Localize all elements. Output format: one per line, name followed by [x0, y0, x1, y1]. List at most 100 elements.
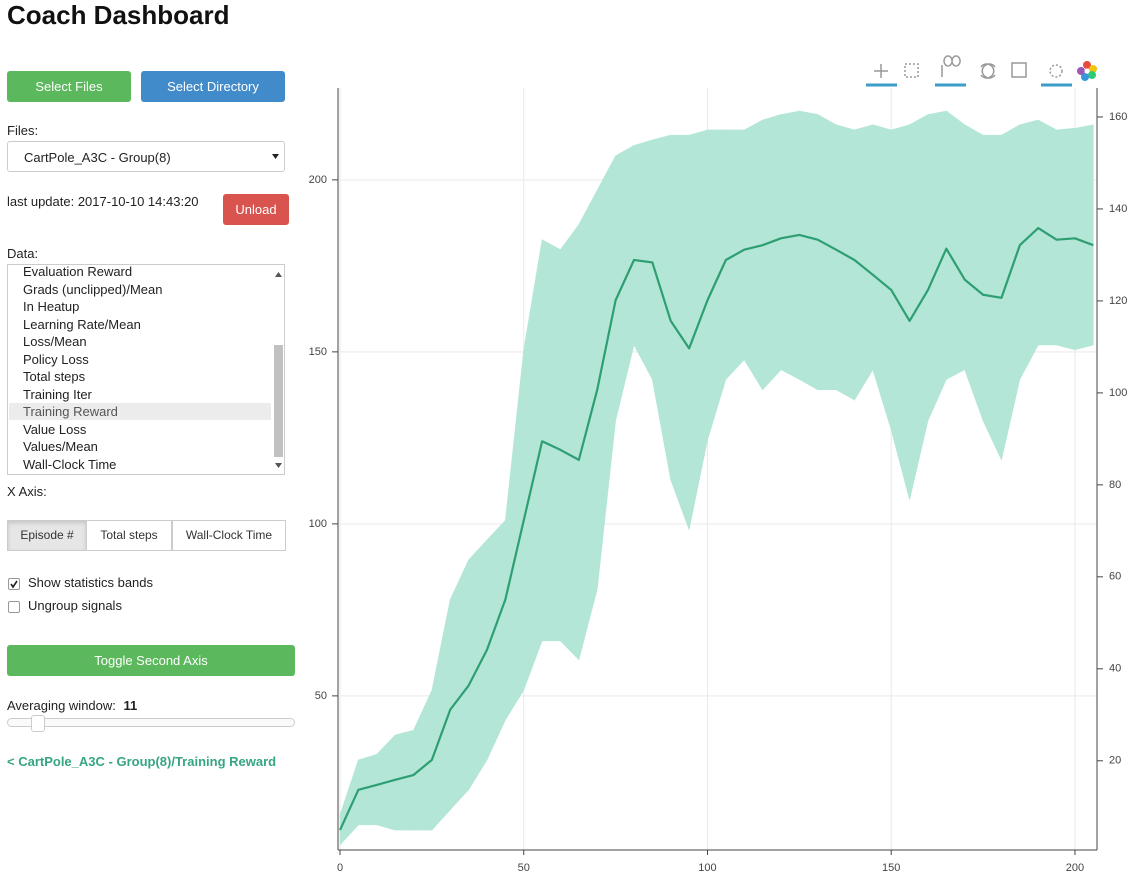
x-tick-label: 50: [518, 862, 530, 874]
scrollbar-thumb[interactable]: [274, 345, 283, 457]
data-list[interactable]: Evaluation Reward Grads (unclipped)/Mean I…: [7, 264, 285, 475]
checkbox[interactable]: [8, 601, 20, 613]
plot: 0 50 100 150 200 50 100 150 200 20 40 60 80 100 120 140…: [309, 88, 1127, 874]
select-files-button[interactable]: Select Files: [7, 71, 131, 102]
data-item[interactable]: Value Loss: [23, 421, 87, 437]
averaging-label: Averaging window:: [7, 698, 116, 713]
statistics-band: [413, 690, 433, 831]
data-item[interactable]: Policy Loss: [23, 351, 89, 367]
y-tick-label: 200: [309, 174, 327, 186]
x-axis-label: X Axis:: [7, 484, 47, 499]
y2-tick-label: 20: [1109, 755, 1121, 767]
statistics-band: [927, 110, 947, 421]
statistics-band: [1037, 119, 1057, 346]
x-axis-option[interactable]: Episode #: [7, 520, 87, 551]
x-axis-option[interactable]: Wall-Clock Time: [172, 520, 286, 551]
averaging-window: Averaging window: 11: [7, 698, 137, 713]
statistics-band: [707, 129, 727, 441]
page-title: Coach Dashboard: [7, 0, 230, 30]
signal-link[interactable]: < CartPole_A3C - Group(8)/Training Rewar…: [7, 754, 277, 769]
data-item[interactable]: Values/Mean: [23, 439, 98, 454]
select-directory-button[interactable]: Select Directory: [141, 71, 285, 102]
statistics-band: [670, 134, 690, 530]
y2-tick-label: 160: [1109, 111, 1127, 123]
averaging-value: 11: [123, 698, 138, 713]
checkbox-label: Ungroup signals: [28, 598, 122, 613]
toggle-second-axis-button[interactable]: Toggle Second Axis: [7, 645, 295, 676]
data-item[interactable]: Training Reward: [9, 403, 271, 420]
statistics-band: [688, 129, 708, 530]
bokeh-logo: [1077, 61, 1097, 81]
data-item[interactable]: Loss/Mean: [23, 334, 87, 349]
statistics-band: [890, 124, 910, 500]
y2-tick-label: 100: [1109, 387, 1127, 399]
statistics-band: [1019, 119, 1039, 380]
axes: 0 50 100 150 200 50 100 150 200 20 40 60 80 100 120 140…: [309, 88, 1127, 874]
files-selected: CartPole_A3C - Group(8): [24, 150, 171, 165]
checkbox[interactable]: [8, 578, 20, 590]
statistics-band: [523, 239, 543, 691]
files-label: Files:: [7, 123, 39, 138]
y-tick-label: 100: [309, 518, 327, 530]
data-item[interactable]: Evaluation Reward: [23, 264, 133, 279]
line-series: [338, 226, 1094, 831]
y2-tick-label: 40: [1109, 663, 1121, 675]
data-label: Data:: [7, 246, 39, 261]
toolbar: [866, 55, 1097, 87]
x-tick-label: 0: [337, 862, 343, 874]
checkbox-row: Show statistics bands: [7, 574, 207, 592]
lines: [338, 226, 1094, 831]
statistics-band: [964, 124, 984, 421]
statistics-band: [835, 124, 855, 401]
statistics-band: [743, 119, 763, 391]
statistics-band: [541, 239, 561, 642]
statistics-band: [449, 559, 469, 811]
data-item[interactable]: In Heatup: [23, 299, 80, 314]
unload-button[interactable]: Unload: [223, 194, 289, 225]
slider-handle[interactable]: [31, 715, 45, 732]
box-zoom-tool[interactable]: [904, 63, 919, 78]
x-axis-option[interactable]: Total steps: [86, 520, 172, 551]
statistics-band: [560, 223, 580, 661]
reset-tool[interactable]: [980, 63, 996, 79]
statistics-band: [799, 110, 819, 391]
y2-tick-label: 140: [1109, 203, 1127, 215]
x-tick-label: 200: [1066, 862, 1084, 874]
files-select[interactable]: CartPole_A3C - Group(8): [7, 141, 285, 172]
statistics-band: [468, 539, 488, 791]
x-tick-label: 150: [882, 862, 900, 874]
y-tick-label: 50: [315, 690, 327, 702]
data-item[interactable]: Wall-Clock Time: [23, 456, 117, 472]
save-tool[interactable]: [1011, 62, 1027, 78]
pan-tool[interactable]: [874, 64, 888, 78]
data-item[interactable]: Total steps: [23, 369, 86, 384]
band: [339, 110, 1094, 846]
y2-tick-label: 60: [1109, 571, 1121, 583]
checkbox-label: Show statistics bands: [28, 575, 154, 590]
statistics-band: [615, 144, 635, 421]
averaging-slider[interactable]: [7, 715, 295, 732]
dropdown-arrow: [272, 154, 279, 159]
checkbox-row: Ungroup signals: [7, 597, 207, 615]
x-tick-label: 100: [698, 862, 716, 874]
y2-tick-label: 80: [1109, 479, 1121, 491]
statistics-band: [652, 134, 672, 480]
checkmark: [10, 580, 18, 589]
data-item[interactable]: Learning Rate/Mean: [23, 316, 141, 332]
data-item[interactable]: Grads (unclipped)/Mean: [23, 281, 163, 297]
scroll-arrows: [275, 272, 282, 468]
statistics-band: [780, 110, 800, 380]
statistics-band: [817, 113, 837, 391]
data-item[interactable]: Training Iter: [23, 386, 92, 402]
y2-tick-label: 120: [1109, 295, 1127, 307]
statistics-band: [1074, 124, 1094, 351]
hover-tool[interactable]: [1049, 64, 1063, 78]
statistics-band: [762, 114, 782, 391]
statistics-band: [946, 110, 966, 380]
y-tick-label: 150: [309, 346, 327, 358]
wheel-zoom-tool[interactable]: [941, 55, 961, 77]
statistics-band: [339, 759, 359, 846]
last-update: last update: 2017-10-10 14:43:20: [7, 194, 199, 209]
